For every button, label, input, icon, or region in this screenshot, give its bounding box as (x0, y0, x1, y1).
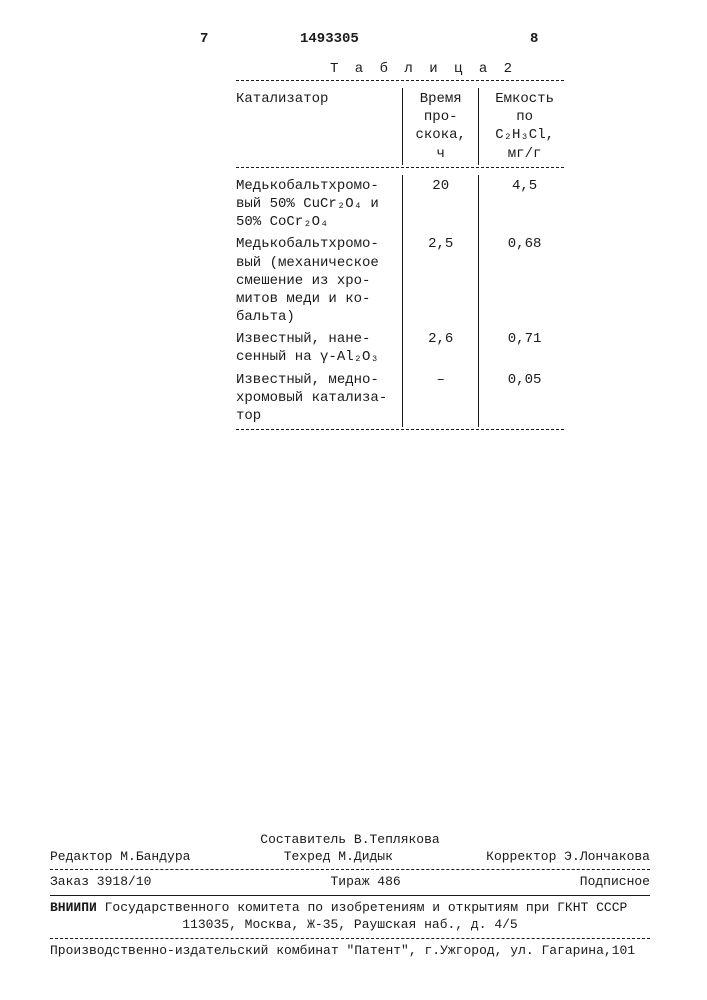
podpisnoe: Подписное (580, 874, 650, 891)
table-row: Известный, нане-сенный на γ-Al₂O₃ 2,6 0,… (230, 328, 570, 368)
col-capacity: Емкость по C₂H₃Cl, мг/г (479, 88, 570, 165)
cell-time: 2,6 (403, 328, 479, 368)
cell-capacity: 0,68 (479, 233, 570, 328)
cell-catalyst: Медькобальтхромо-вый (механическое смеше… (230, 233, 403, 328)
order-number: Заказ 3918/10 (50, 874, 151, 891)
order-line: Заказ 3918/10 Тираж 486 Подписное (50, 874, 650, 891)
cell-catalyst: Медькобальтхромо-вый 50% CuCr₂O₄ и 50% C… (230, 175, 403, 234)
org-label: ВНИИПИ (50, 900, 97, 915)
footer-block: Составитель В.Теплякова Редактор М.Банду… (50, 832, 650, 960)
table-row: Медькобальтхромо-вый 50% CuCr₂O₄ и 50% C… (230, 175, 570, 234)
printer-line: Производственно-издательский комбинат "П… (50, 943, 650, 960)
cell-capacity: 4,5 (479, 175, 570, 234)
divider (50, 869, 650, 870)
cell-time: 2,5 (403, 233, 479, 328)
table-header-row: Катализатор Время про-скока, ч Емкость п… (230, 88, 570, 165)
techred: Техред М.Дидык (284, 849, 393, 866)
table-row: Известный, медно-хромовый катализа-тор –… (230, 369, 570, 428)
corrector: Корректор Э.Лончакова (486, 849, 650, 866)
patent-number: 1493305 (300, 30, 359, 48)
divider (50, 895, 650, 896)
page: 7 1493305 8 Т а б л и ц а 2 Катализатор … (0, 0, 707, 1000)
page-number-right: 8 (530, 30, 538, 48)
page-number-left: 7 (200, 30, 208, 48)
table-caption: Т а б л и ц а 2 (330, 60, 516, 78)
cell-catalyst: Известный, медно-хромовый катализа-тор (230, 369, 403, 428)
divider (50, 938, 650, 939)
cell-catalyst: Известный, нане-сенный на γ-Al₂O₃ (230, 328, 403, 368)
compiler-line: Составитель В.Теплякова (50, 832, 650, 849)
tirazh: Тираж 486 (330, 874, 400, 891)
cell-time: 20 (403, 175, 479, 234)
col-catalyst: Катализатор (230, 88, 403, 165)
table-row: Медькобальтхромо-вый (механическое смеше… (230, 233, 570, 328)
col-time: Время про-скока, ч (403, 88, 479, 165)
cell-time: – (403, 369, 479, 428)
cell-capacity: 0,05 (479, 369, 570, 428)
org-text: Государственного комитета по изобретения… (105, 900, 628, 915)
editor: Редактор М.Бандура (50, 849, 190, 866)
credits-line: Редактор М.Бандура Техред М.Дидык Коррек… (50, 849, 650, 866)
organization-line: ВНИИПИ Государственного комитета по изоб… (50, 900, 650, 917)
catalyst-table: Катализатор Время про-скока, ч Емкость п… (230, 78, 570, 437)
cell-capacity: 0,71 (479, 328, 570, 368)
org-address: 113035, Москва, Ж-35, Раушская наб., д. … (50, 917, 650, 934)
